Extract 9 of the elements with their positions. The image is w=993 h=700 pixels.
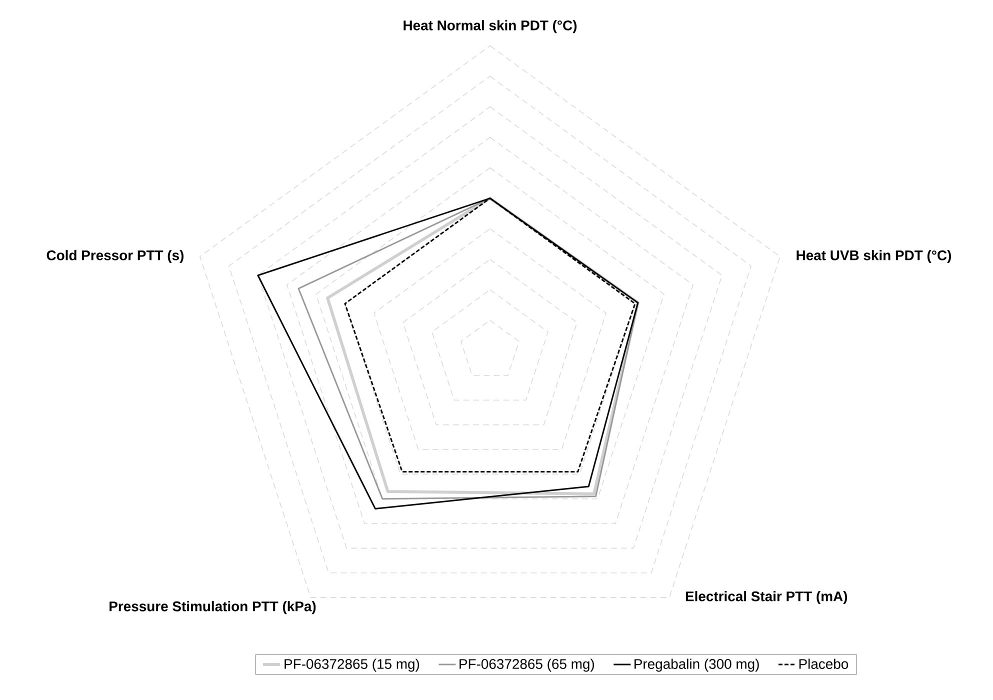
legend-label: PF-06372865 (65 mg) [460,658,594,672]
legend-label: PF-06372865 (15 mg) [284,658,420,672]
spoke-label: Heat Normal skin PDT (°C) [404,20,577,34]
legend-label: Pregabalin (300 mg) [634,658,759,672]
spoke-label: Electrical Stair PTT (mA) [686,591,848,604]
spoke-label: Cold Pressor PTT (s) [46,250,184,264]
spoke-label: Heat UVB skin PDT (°C) [796,250,952,264]
legend-label: Placebo [799,658,848,669]
spoke-label: Pressure Stimulation PTT (kPa) [110,601,316,614]
